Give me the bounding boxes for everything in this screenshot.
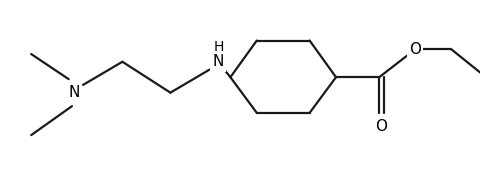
Text: O: O <box>409 42 421 57</box>
Text: N: N <box>213 54 224 69</box>
Text: O: O <box>375 119 387 134</box>
Text: N: N <box>69 85 80 100</box>
Text: H: H <box>213 40 224 54</box>
